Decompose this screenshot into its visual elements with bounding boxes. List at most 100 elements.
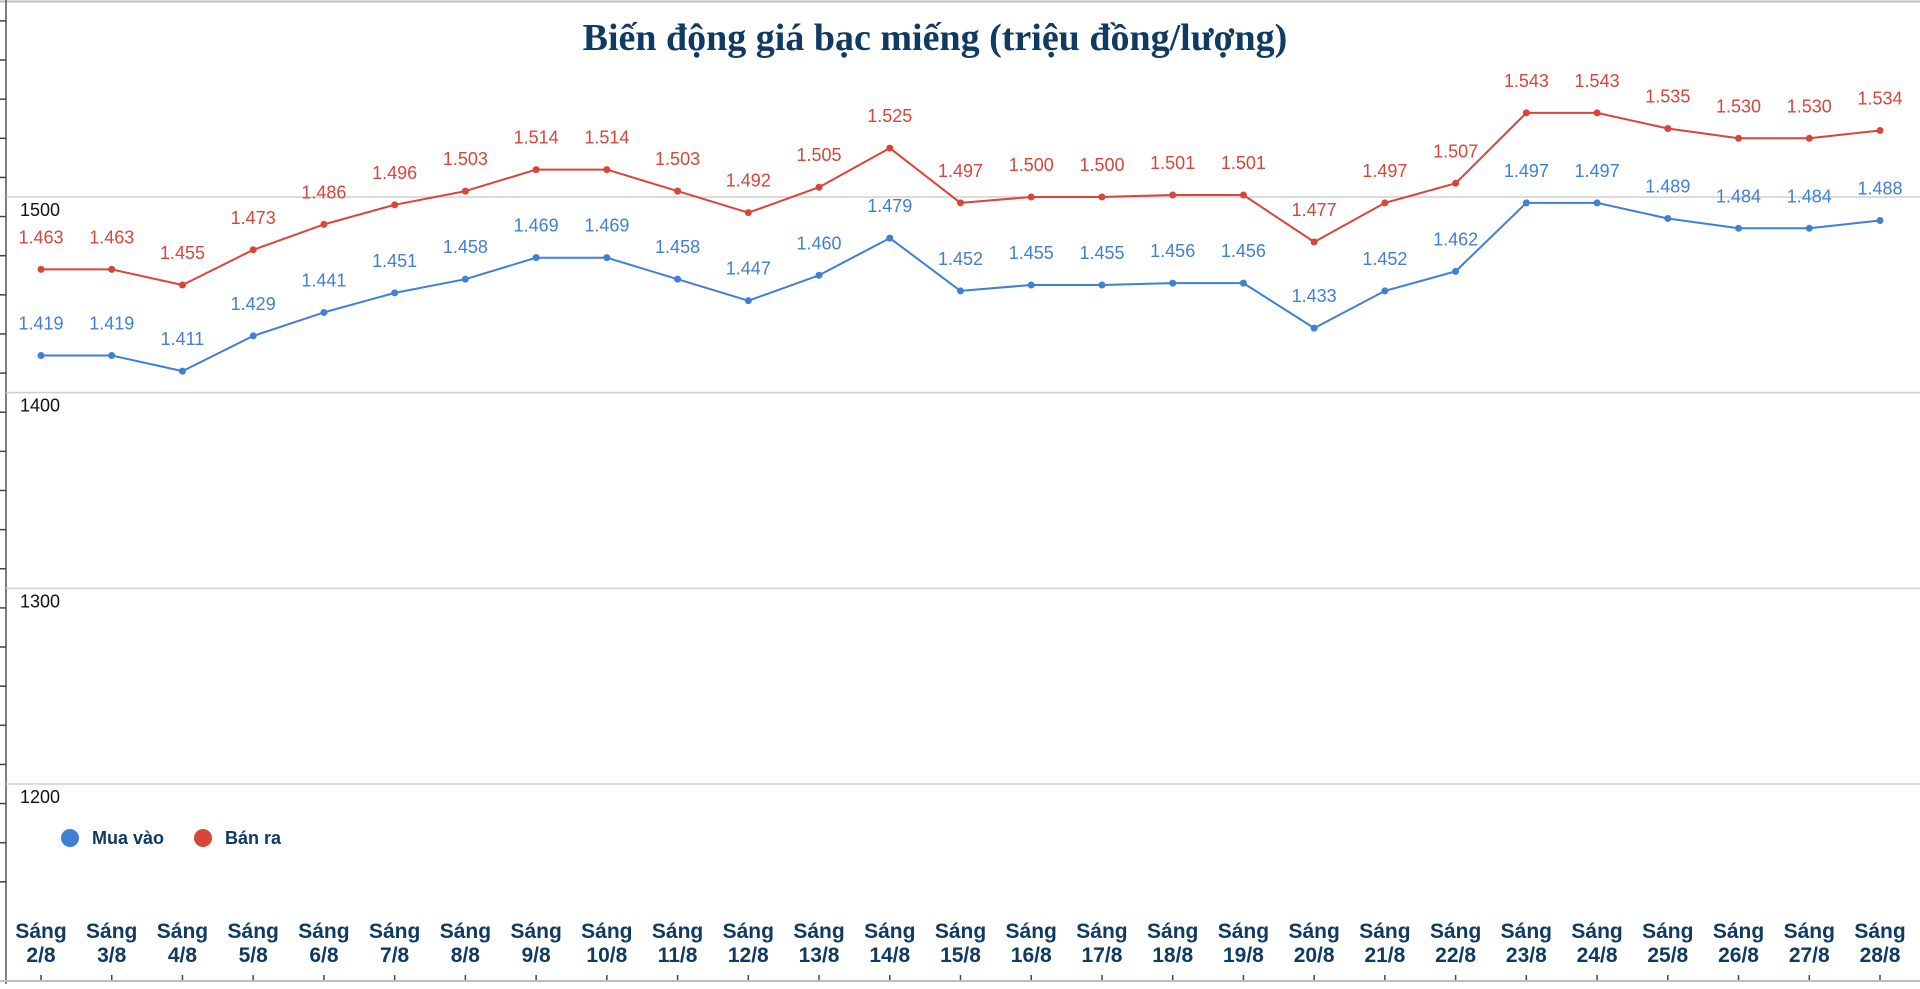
data-point (957, 199, 964, 207)
x-tick-label-line1: Sáng (1501, 920, 1552, 943)
x-tick-label-line1: Sáng (440, 920, 491, 943)
data-point (1098, 281, 1106, 289)
data-point (1452, 179, 1460, 187)
x-tick-label-line1: Sáng (864, 920, 915, 943)
data-point (674, 187, 682, 195)
data-point (532, 166, 540, 174)
data-point (108, 351, 116, 359)
data-label: 1.456 (1150, 241, 1195, 261)
data-label: 1.505 (797, 145, 842, 165)
data-labels: 1.419 1.419 1.411 1.429 1.441 1.451 1.458 1.469… (18, 71, 1902, 349)
x-tick-label-line2: 21/8 (1364, 944, 1405, 967)
data-point (391, 289, 399, 297)
data-point (1876, 126, 1884, 134)
data-label: 1.489 (1645, 177, 1690, 197)
data-point (1522, 109, 1530, 117)
x-tick-label-line2: 19/8 (1223, 944, 1264, 967)
data-point (744, 209, 752, 217)
data-point (1239, 191, 1247, 199)
data-point (1805, 134, 1813, 142)
data-point (674, 275, 682, 283)
y-tick-label: 1300 (20, 591, 60, 611)
data-point (37, 265, 45, 273)
x-tick-label-line1: Sáng (1784, 920, 1835, 943)
x-tick-label-line1: Sáng (228, 920, 279, 943)
x-tick-labels: Sáng2/8Sáng3/8Sáng4/8Sáng5/8Sáng6/8Sáng7… (15, 920, 1906, 981)
data-label: 1.497 (1504, 161, 1549, 181)
x-tick-label-line1: Sáng (793, 920, 844, 943)
data-point (815, 183, 823, 191)
x-tick-label-line2: 23/8 (1506, 944, 1547, 967)
data-label: 1.484 (1787, 186, 1832, 206)
data-point (461, 187, 469, 195)
x-tick-label-line2: 22/8 (1435, 944, 1476, 967)
x-tick-label-line2: 8/8 (451, 944, 481, 967)
data-label: 1.469 (514, 216, 559, 236)
data-point (1664, 125, 1672, 133)
grid-layer (6, 196, 1920, 785)
data-point (249, 332, 257, 340)
data-label: 1.496 (372, 163, 417, 183)
data-point (886, 144, 894, 152)
x-tick-label-line1: Sáng (298, 920, 349, 943)
y-minor-ticks (0, 20, 6, 883)
data-label: 1.473 (231, 208, 276, 228)
x-tick-label-line2: 6/8 (309, 944, 339, 967)
data-label: 1.452 (1362, 249, 1407, 269)
x-tick-label-line2: 5/8 (239, 944, 269, 967)
x-tick-label-line2: 2/8 (26, 944, 56, 967)
data-label: 1.441 (301, 270, 346, 290)
data-label: 1.525 (867, 106, 912, 126)
x-tick-label-line2: 14/8 (869, 944, 910, 967)
legend: Mua vào Bán ra (61, 828, 282, 848)
x-tick-label-line1: Sáng (581, 920, 632, 943)
data-label: 1.501 (1150, 153, 1195, 173)
data-label: 1.543 (1575, 71, 1620, 91)
x-tick-label-line2: 25/8 (1647, 944, 1688, 967)
x-tick-label-line2: 17/8 (1082, 944, 1123, 967)
data-point (1593, 199, 1601, 207)
x-tick-label-line1: Sáng (510, 920, 561, 943)
data-label: 1.447 (726, 259, 771, 279)
x-tick-label-line2: 11/8 (658, 944, 698, 967)
x-tick-label-line1: Sáng (723, 920, 774, 943)
x-tick-label-line1: Sáng (935, 920, 986, 943)
data-label: 1.463 (18, 227, 63, 247)
data-label: 1.477 (1292, 200, 1337, 220)
x-tick-label-line1: Sáng (1359, 920, 1410, 943)
chart-title: Biến động giá bạc miếng (triệu đồng/lượn… (583, 17, 1288, 59)
x-tick-label-line1: Sáng (86, 920, 137, 943)
data-label: 1.497 (1362, 161, 1407, 181)
data-point (37, 351, 45, 359)
data-label: 1.452 (938, 249, 983, 269)
data-label: 1.507 (1433, 141, 1478, 161)
data-point (1664, 215, 1672, 223)
x-tick-label-line1: Sáng (1288, 920, 1339, 943)
data-point (1522, 199, 1530, 207)
data-point (1805, 224, 1813, 232)
data-label: 1.514 (584, 128, 629, 148)
data-point (1027, 193, 1035, 201)
data-label: 1.530 (1716, 96, 1761, 116)
data-label: 1.429 (231, 294, 276, 314)
data-point (108, 265, 116, 273)
x-tick-label-line2: 3/8 (97, 944, 127, 967)
x-tick-label-line1: Sáng (1218, 920, 1269, 943)
data-point (886, 234, 894, 242)
data-point (320, 220, 328, 228)
data-point (1169, 191, 1177, 199)
data-point (603, 254, 611, 262)
data-label: 1.484 (1716, 186, 1761, 206)
data-label: 1.479 (867, 196, 912, 216)
x-tick-label-line1: Sáng (1147, 920, 1198, 943)
x-tick-label-line1: Sáng (1076, 920, 1127, 943)
data-label: 1.488 (1857, 178, 1902, 198)
x-tick-label-line2: 28/8 (1860, 944, 1901, 967)
legend-marker (61, 829, 79, 847)
data-point (320, 308, 328, 316)
legend-label: Bán ra (225, 828, 282, 848)
x-tick-label-line2: 15/8 (940, 944, 981, 967)
data-label: 1.458 (443, 237, 488, 257)
